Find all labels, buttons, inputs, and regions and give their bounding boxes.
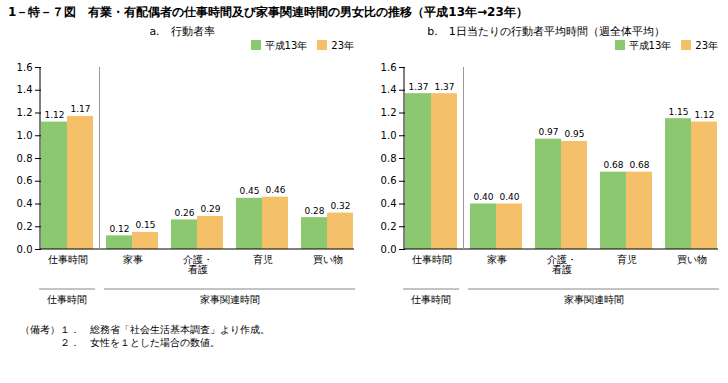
svg-text:0.26: 0.26 — [174, 208, 194, 218]
svg-text:1.12: 1.12 — [44, 110, 64, 120]
svg-text:家事: 家事 — [123, 254, 143, 265]
html-text:23年: 23年 — [331, 40, 354, 51]
svg-text:1.6: 1.6 — [381, 62, 397, 73]
svg-text:家事関連時間: 家事関連時間 — [564, 294, 624, 305]
svg-text:仕事時間: 仕事時間 — [412, 254, 452, 265]
svg-text:家事関連時間: 家事関連時間 — [200, 294, 260, 305]
svg-text:1.6: 1.6 — [17, 62, 33, 73]
svg-text:介護・看護: 介護・看護 — [547, 254, 577, 275]
svg-text:0.97: 0.97 — [538, 127, 558, 137]
html-text:b. 1日当たりの行動者平均時間（週全体平均）: b. 1日当たりの行動者平均時間（週全体平均） — [427, 25, 665, 38]
svg-text:0.0: 0.0 — [17, 244, 33, 255]
svg-text:0.4: 0.4 — [17, 198, 33, 209]
svg-text:0.46: 0.46 — [265, 185, 285, 195]
svg-text:買い物: 買い物 — [677, 254, 707, 265]
svg-text:育児: 育児 — [253, 254, 273, 265]
svg-text:0.8: 0.8 — [17, 153, 33, 164]
svg-text:0.32: 0.32 — [330, 201, 350, 211]
svg-text:1.4: 1.4 — [17, 84, 33, 95]
html-text:（備考）１． 総務省「社会生活基本調査」より作成。 ２． 女: （備考）１． 総務省「社会生活基本調査」より作成。 ２． 女性を１とした場合の数… — [20, 324, 270, 348]
svg-text:0.95: 0.95 — [564, 129, 584, 139]
svg-text:1.37: 1.37 — [434, 82, 454, 92]
svg-text:0.68: 0.68 — [603, 160, 623, 170]
svg-text:0.45: 0.45 — [239, 186, 259, 196]
svg-text:0.15: 0.15 — [135, 220, 155, 230]
svg-text:家事: 家事 — [487, 254, 507, 265]
svg-text:0.29: 0.29 — [200, 204, 220, 214]
svg-text:買い物: 買い物 — [313, 254, 343, 265]
svg-text:1.0: 1.0 — [381, 130, 397, 141]
svg-text:0.28: 0.28 — [304, 206, 324, 216]
svg-text:1.37: 1.37 — [408, 82, 428, 92]
html-text:23年: 23年 — [695, 40, 718, 51]
svg-text:仕事時間: 仕事時間 — [47, 294, 87, 305]
svg-text:仕事時間: 仕事時間 — [48, 254, 88, 265]
html-text:平成13年: 平成13年 — [628, 40, 672, 51]
svg-text:0.6: 0.6 — [381, 175, 397, 186]
svg-text:0.12: 0.12 — [109, 224, 129, 234]
svg-text:1.2: 1.2 — [381, 107, 397, 118]
svg-text:0.2: 0.2 — [17, 221, 33, 232]
svg-text:0.4: 0.4 — [381, 198, 397, 209]
svg-text:0.8: 0.8 — [381, 153, 397, 164]
html-text:平成13年: 平成13年 — [264, 40, 308, 51]
svg-text:1.12: 1.12 — [694, 110, 714, 120]
html-text:a. 行動者率: a. 行動者率 — [149, 25, 215, 38]
svg-text:1.15: 1.15 — [668, 107, 688, 117]
svg-text:介護・看護: 介護・看護 — [183, 254, 213, 275]
svg-text:0.40: 0.40 — [499, 192, 519, 202]
svg-text:仕事時間: 仕事時間 — [411, 294, 451, 305]
svg-text:0.6: 0.6 — [17, 175, 33, 186]
svg-text:1.2: 1.2 — [17, 107, 33, 118]
svg-text:0.40: 0.40 — [473, 192, 493, 202]
html-text:1－特－７図 有業・有配偶者の仕事時間及び家事関連時間の男女: 1－特－７図 有業・有配偶者の仕事時間及び家事関連時間の男女比の推移（平成13年… — [8, 5, 528, 19]
svg-text:1.0: 1.0 — [17, 130, 33, 141]
svg-text:育児: 育児 — [617, 254, 637, 265]
svg-text:0.68: 0.68 — [629, 160, 649, 170]
svg-text:1.17: 1.17 — [70, 104, 90, 114]
svg-text:1.4: 1.4 — [381, 84, 397, 95]
svg-text:0.0: 0.0 — [381, 244, 397, 255]
svg-text:0.2: 0.2 — [381, 221, 397, 232]
